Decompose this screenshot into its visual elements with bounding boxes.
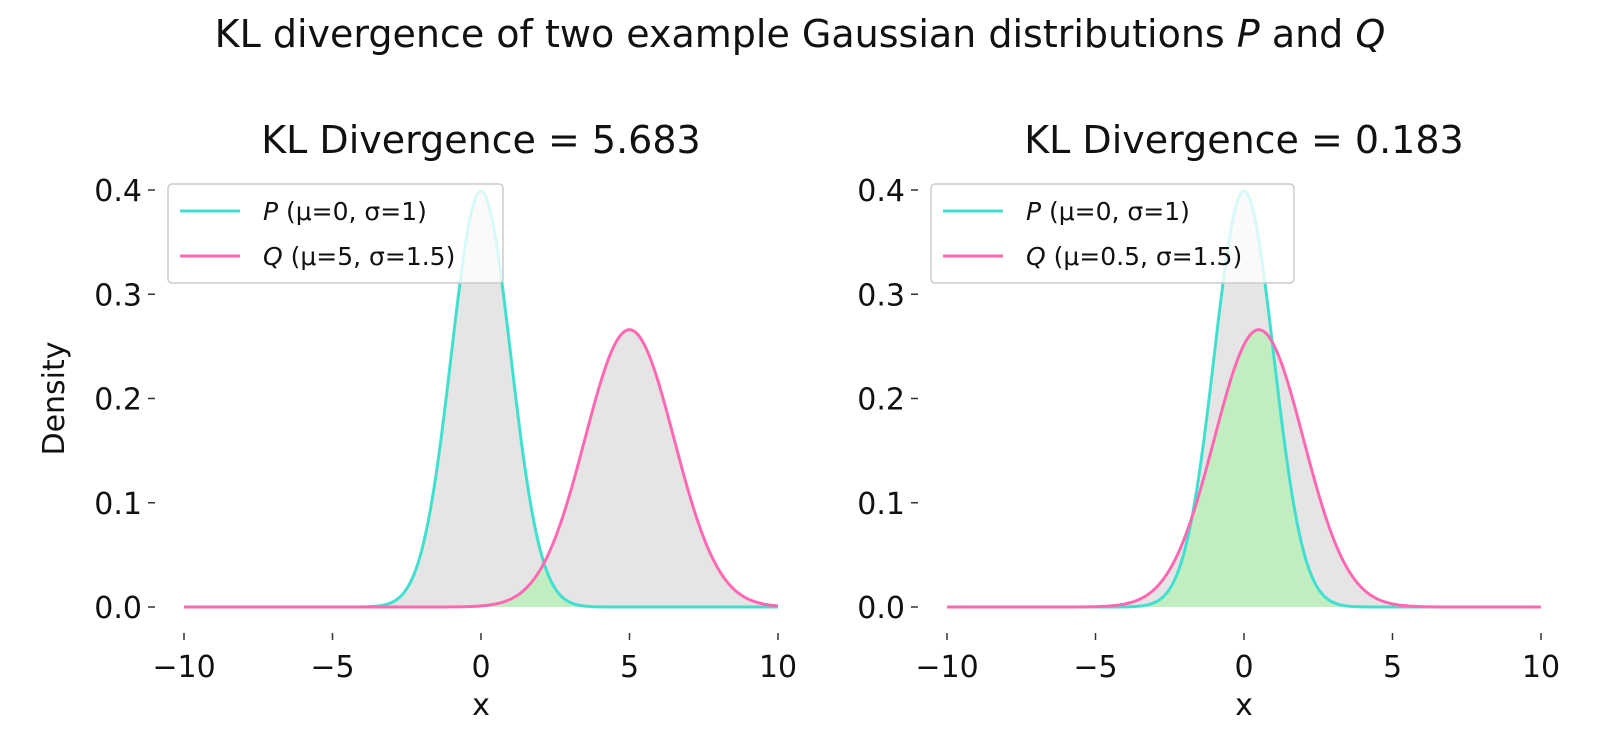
x-tick-label: 10	[1522, 650, 1560, 685]
y-tick-label: 0.1	[94, 487, 142, 522]
series-line-q	[184, 328, 779, 609]
legend-entry: Q (μ=5, σ=1.5)	[263, 242, 455, 271]
legend-params: (μ=5, σ=1.5)	[283, 242, 456, 271]
y-tick-label: 0.3	[94, 278, 142, 313]
x-tick-label: 5	[620, 650, 639, 685]
legend-box	[930, 183, 1295, 284]
overlap-area-fill	[947, 329, 1541, 607]
series-line-q	[947, 328, 1541, 609]
chart-panel-2: 0.0 0.1 0.2 0.3 0.4 −10 −5 0 5 10 KL Divergence = …	[857, 118, 1560, 723]
y-tick-label: 0.4	[857, 174, 905, 209]
chart-panel-1: 0.0 0.1 0.2 0.3 0.4 −10 −5 0 5 10 KL Divergence = …	[37, 118, 797, 723]
figure-title-var-p: P	[1237, 12, 1260, 56]
legend-var: Q	[263, 242, 283, 271]
y-tick-label: 0.0	[94, 591, 142, 626]
legend-var: Q	[1026, 242, 1046, 271]
legend-var: P	[1026, 197, 1042, 226]
legend: P (μ=0, σ=1) Q (μ=5, σ=1.5)	[167, 183, 504, 284]
x-tick-label: −5	[310, 650, 354, 685]
y-tick-label: 0.3	[857, 278, 905, 313]
y-tick-label: 0.0	[857, 591, 905, 626]
x-tick-label: 0	[471, 650, 490, 685]
x-tick-label: −10	[152, 650, 215, 685]
x-axis-label: x	[472, 688, 490, 723]
q-area-fill	[184, 329, 778, 607]
y-axis-label: Density	[37, 341, 72, 455]
x-tick-label: 5	[1383, 650, 1402, 685]
figure-title-var-q: Q	[1355, 12, 1385, 56]
p-area-fill	[184, 191, 778, 607]
legend-var: P	[263, 197, 279, 226]
legend-entry: P (μ=0, σ=1)	[1026, 197, 1190, 226]
y-tick-label: 0.1	[857, 487, 905, 522]
panel-title: KL Divergence = 0.183	[1024, 118, 1463, 162]
figure-title: KL divergence of two example Gaussian di…	[215, 12, 1386, 56]
x-tick-label: −10	[915, 650, 978, 685]
figure-title-and: and	[1272, 12, 1344, 56]
legend-entry: Q (μ=0.5, σ=1.5)	[1026, 242, 1242, 271]
x-axis-label: x	[1235, 688, 1253, 723]
panel-title: KL Divergence = 5.683	[261, 118, 700, 162]
x-tick-label: −5	[1073, 650, 1117, 685]
figure-title-text: KL divergence of two example Gaussian di…	[215, 12, 1225, 56]
legend-params: (μ=0, σ=1)	[278, 197, 427, 226]
legend-params: (μ=0.5, σ=1.5)	[1046, 242, 1243, 271]
legend: P (μ=0, σ=1) Q (μ=0.5, σ=1.5)	[930, 183, 1295, 284]
legend-box	[167, 183, 504, 284]
x-tick-label: 0	[1234, 650, 1253, 685]
legend-entry: P (μ=0, σ=1)	[263, 197, 427, 226]
panels: 0.0 0.1 0.2 0.3 0.4 −10 −5 0 5 10 KL Divergence = …	[37, 118, 1560, 723]
y-tick-label: 0.4	[94, 174, 142, 209]
y-tick-label: 0.2	[94, 383, 142, 418]
y-tick-label: 0.2	[857, 383, 905, 418]
legend-params: (μ=0, σ=1)	[1041, 197, 1190, 226]
x-tick-label: 10	[759, 650, 797, 685]
